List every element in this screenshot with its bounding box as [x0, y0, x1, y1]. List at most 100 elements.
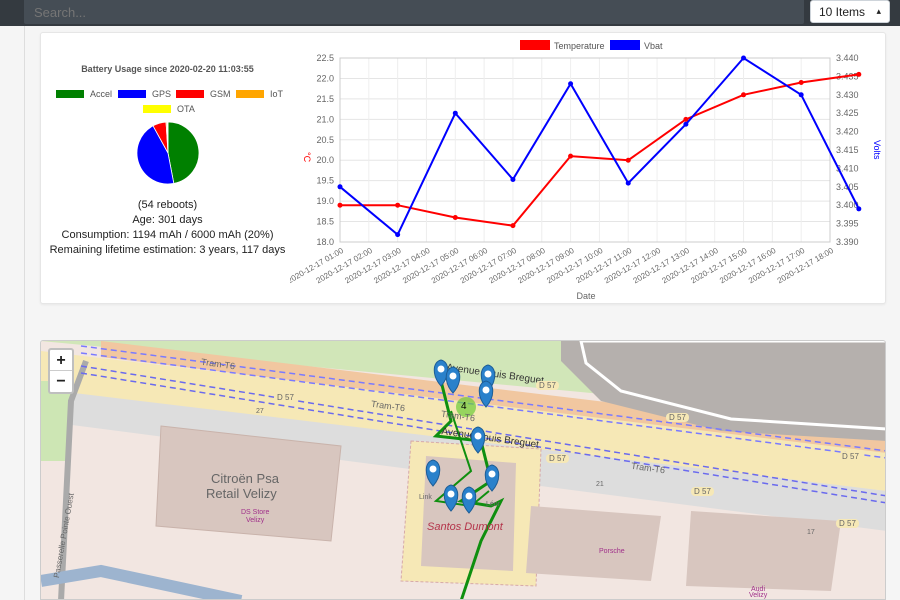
legend-label-temperature[interactable]: Temperature [554, 41, 605, 51]
y-left-tick: 18.0 [316, 237, 334, 247]
items-select-value: 10 Items [819, 4, 866, 19]
y-axis-left-label: °C [302, 152, 312, 163]
legend-label: OTA [177, 104, 195, 114]
pie-legend-gsm[interactable]: GSM [176, 89, 231, 99]
data-point-vbat[interactable] [741, 55, 747, 61]
data-point-vbat[interactable] [625, 180, 631, 186]
data-point-vbat[interactable] [452, 110, 458, 116]
data-point-temperature[interactable] [337, 202, 343, 208]
address-number: 21 [596, 481, 604, 488]
cluster-count[interactable]: 4 [461, 401, 467, 412]
marker-layer [425, 359, 500, 514]
location-marker[interactable] [433, 359, 449, 387]
map-view[interactable]: 4 Tram-T6 Tram-T6 Tram-T6 Tram-T6 Avenue… [40, 340, 886, 600]
pie-slice-ota[interactable] [166, 121, 169, 154]
shop-label: Audi [751, 586, 766, 593]
data-point-vbat[interactable] [798, 92, 804, 98]
data-point-temperature[interactable] [683, 116, 689, 122]
data-point-vbat[interactable] [856, 206, 862, 212]
y-right-tick: 3.440 [836, 53, 859, 63]
pie-title: Battery Usage since 2020-02-20 11:03:55 [81, 64, 254, 74]
data-point-temperature[interactable] [625, 157, 631, 163]
place-label: Léor [486, 501, 501, 508]
road-badge: D 57 [666, 413, 689, 422]
pie-legend-iot[interactable]: IoT [236, 89, 283, 99]
y-left-tick: 21.0 [316, 114, 334, 124]
pie-legend-gps[interactable]: GPS [118, 89, 171, 99]
consumption-text: Consumption: 1194 mAh / 6000 mAh (20%) [61, 229, 274, 241]
location-marker[interactable] [470, 426, 486, 454]
location-marker[interactable] [425, 459, 441, 487]
plot-frame [339, 57, 831, 243]
y-left-tick: 22.0 [316, 73, 334, 83]
legend-label: IoT [270, 89, 284, 99]
shop-label: Velizy [749, 592, 768, 599]
pie-slice-accel[interactable] [167, 121, 200, 184]
data-point-temperature[interactable] [510, 223, 516, 229]
building-label: Retail Velizy [206, 486, 277, 501]
zoom-in-button[interactable]: + [50, 350, 72, 371]
road-badge: D 57 [691, 487, 714, 496]
legend-swatch [236, 90, 264, 98]
data-point-temperature[interactable] [856, 71, 862, 77]
pie-slice-gps[interactable] [136, 125, 175, 185]
shop-label: DS Store [241, 509, 270, 516]
legend-label-vbat[interactable]: Vbat [644, 41, 663, 51]
legend-swatch [520, 40, 550, 50]
location-marker[interactable] [445, 366, 461, 394]
reboots-text: (54 reboots) [137, 199, 198, 211]
data-point-temperature[interactable] [798, 80, 804, 86]
battery-pie-chart [136, 121, 200, 185]
location-marker[interactable] [461, 486, 477, 514]
data-point-vbat[interactable] [568, 81, 574, 87]
age-text: Age: 301 days [132, 214, 203, 226]
remaining-lifetime-text: Remaining lifetime estimation: 3 years, … [49, 244, 286, 256]
y-right-tick: 3.410 [836, 163, 859, 173]
y-right-tick: 3.395 [836, 219, 859, 229]
data-point-temperature[interactable] [568, 153, 574, 159]
legend-label: Accel [90, 89, 113, 99]
place-label: Link [419, 494, 432, 501]
pie-legend-ota[interactable]: OTA [143, 104, 195, 114]
series-line-temperature [340, 73, 859, 227]
y-right-tick: 3.430 [836, 90, 859, 100]
zoom-out-button[interactable]: − [56, 373, 66, 390]
pie-legend-accel[interactable]: Accel [56, 89, 112, 99]
location-marker[interactable] [478, 380, 494, 408]
y-right-tick: 3.420 [836, 127, 859, 137]
map-canvas [41, 341, 885, 599]
road-badge: D 57 [839, 452, 862, 461]
y-left-tick: 19.5 [316, 176, 334, 186]
y-left-tick: 21.5 [316, 94, 334, 104]
legend-swatch [56, 90, 84, 98]
data-point-vbat[interactable] [683, 121, 689, 127]
address-number: 17 [807, 529, 815, 536]
data-point-temperature[interactable] [452, 214, 458, 220]
series-line-vbat [339, 56, 860, 237]
y-left-tick: 18.5 [316, 217, 334, 227]
location-marker[interactable] [484, 464, 500, 492]
legend-swatch [143, 105, 171, 113]
y-left-tick: 20.5 [316, 135, 334, 145]
shop-label: Velizy [246, 517, 265, 524]
chevron-updown-icon: ▴ [876, 6, 881, 16]
legend-label: GPS [152, 89, 172, 99]
data-point-vbat[interactable] [395, 232, 401, 238]
y-right-tick: 3.415 [836, 145, 859, 155]
zoom-control: + − [48, 348, 74, 394]
search-input[interactable] [24, 0, 804, 24]
place-label: Santos Dumont [427, 521, 503, 533]
temperature-vbat-chart: 18.0 18.5 19.0 19.5 20.0 20.5 21.0 21.5 22.0 22.5… [290, 40, 882, 301]
road-badge: D 57 [546, 454, 569, 463]
items-per-page-select[interactable]: 10 Items ▴ [810, 0, 890, 23]
legend-swatch [176, 90, 204, 98]
data-point-vbat[interactable] [510, 176, 516, 182]
data-point-temperature[interactable] [741, 92, 747, 98]
data-point-temperature[interactable] [395, 202, 401, 208]
road-badge: D 57 [274, 393, 297, 402]
shop-label: Porsche [599, 548, 625, 555]
y-left-tick: 19.0 [316, 196, 334, 206]
legend-label: GSM [210, 89, 231, 99]
location-marker[interactable] [443, 484, 459, 512]
data-point-vbat[interactable] [337, 184, 343, 190]
